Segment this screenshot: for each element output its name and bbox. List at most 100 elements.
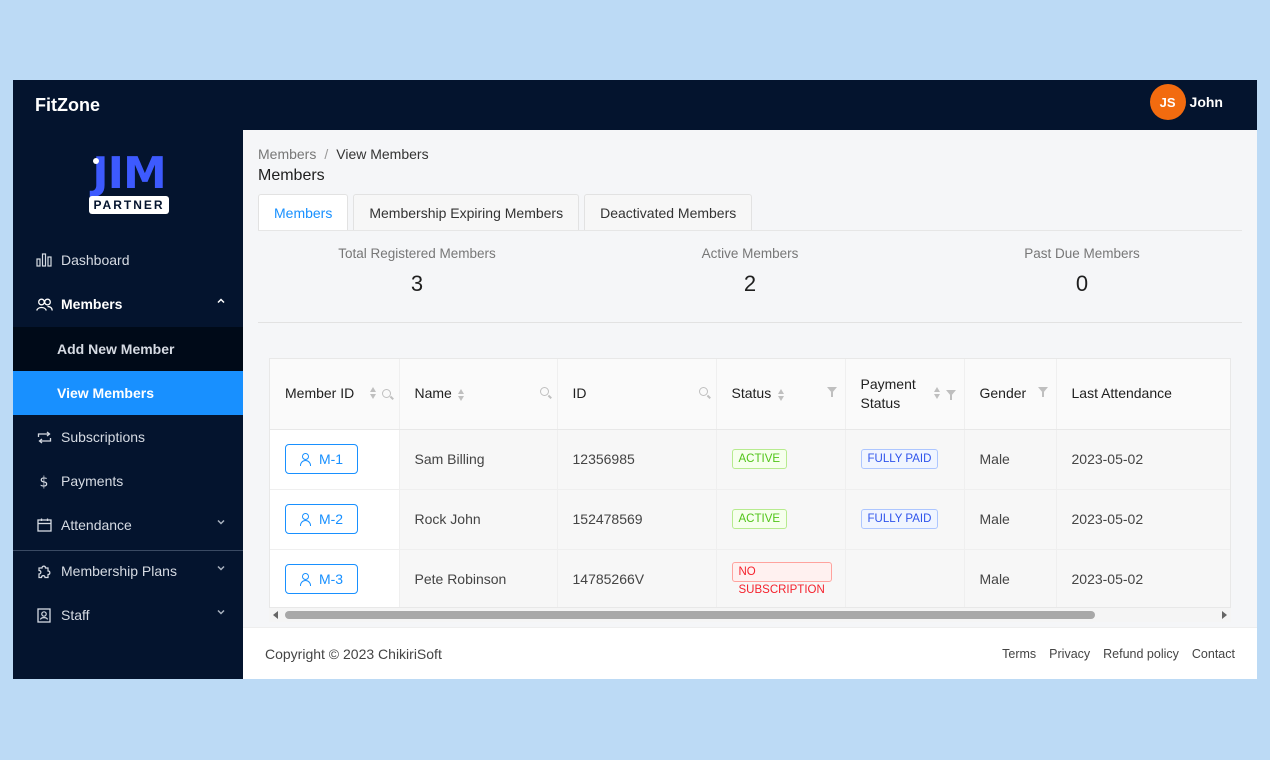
stat-label: Past Due Members [1024, 246, 1140, 261]
horizontal-scrollbar[interactable] [269, 608, 1231, 622]
svg-text:$: $ [40, 474, 49, 489]
stat-active: Active Members 2 [590, 246, 910, 297]
filter-icon[interactable] [945, 390, 956, 400]
search-icon[interactable] [698, 387, 708, 396]
search-icon[interactable] [381, 388, 391, 398]
main-content: Members / View Members Members Members Mem… [243, 130, 1257, 627]
cell-status: NO SUBSCRIPTION [716, 549, 846, 607]
logo[interactable]: JIM PARTNER [87, 148, 171, 214]
cell-last-attendance: 2023-05-02 [1056, 549, 1230, 607]
column-header-label: Name [414, 385, 452, 402]
tab-deactivated[interactable]: Deactivated Members [584, 194, 753, 231]
column-header-member-id[interactable]: Member ID [270, 359, 400, 430]
chevron-up-icon [215, 296, 227, 308]
cell-payment-status: FULLY PAID [845, 489, 965, 550]
user-icon [299, 573, 311, 586]
user-icon [299, 453, 311, 466]
sidebar-item-payments[interactable]: $ Payments [13, 459, 243, 503]
status-badge: ACTIVE [731, 449, 788, 469]
sidebar-item-staff[interactable]: Staff [13, 593, 243, 637]
cell-gender: Male [964, 429, 1057, 490]
scrollbar-thumb[interactable] [285, 611, 1095, 619]
sidebar-item-label: Members [61, 296, 123, 312]
table-row: M-2 Rock John 152478569 ACTIVE FULLY PAI… [270, 489, 1230, 550]
member-id-label: M-1 [318, 451, 344, 467]
stat-value: 3 [410, 271, 424, 296]
stats-divider [258, 322, 1242, 323]
cell-gender: Male [964, 549, 1057, 607]
filter-icon[interactable] [826, 387, 837, 397]
footer-links: Terms Privacy Refund policy Contact [989, 647, 1235, 661]
footer-link-contact[interactable]: Contact [1191, 647, 1235, 661]
sidebar-item-label: Membership Plans [61, 563, 177, 579]
chevron-down-icon [215, 517, 227, 529]
column-header-label: Status [731, 385, 772, 402]
sidebar-item-add-new-member[interactable]: Add New Member [13, 327, 243, 371]
payment-badge: FULLY PAID [860, 449, 939, 469]
tab-divider [258, 230, 1242, 231]
cell-member-id: M-1 [270, 429, 400, 490]
sidebar-item-members[interactable]: Members [13, 282, 243, 326]
search-icon[interactable] [539, 387, 549, 396]
sort-icon[interactable] [777, 389, 784, 401]
user-menu[interactable]: JS John [1149, 84, 1223, 120]
sort-icon[interactable] [933, 387, 940, 399]
cell-name: Rock John [399, 489, 558, 550]
sidebar-item-label: Add New Member [57, 341, 175, 357]
copyright-text: Copyright © 2023 ChikiriSoft [265, 646, 442, 662]
logo-main-text: JIM [92, 148, 167, 199]
column-header-label: ID [572, 385, 587, 402]
cell-id: 152478569 [557, 489, 717, 550]
table-row: M-3 Pete Robinson 14785266V NO SUBSCRIPT… [270, 549, 1230, 607]
column-header-last-attendance[interactable]: Last Attendance [1056, 359, 1230, 430]
brand-name[interactable]: FitZone [35, 95, 100, 115]
sidebar-item-subscriptions[interactable]: Subscriptions [13, 415, 243, 459]
status-badge: NO SUBSCRIPTION [731, 562, 832, 596]
id-card-icon [35, 607, 53, 623]
footer-link-refund-policy[interactable]: Refund policy [1103, 647, 1179, 661]
breadcrumb-current: View Members [336, 146, 429, 162]
avatar[interactable]: JS [1149, 84, 1186, 120]
member-id-button[interactable]: M-1 [285, 444, 358, 474]
sidebar-item-dashboard[interactable]: Dashboard [13, 238, 243, 282]
sidebar-item-membership-plans[interactable]: Membership Plans [13, 549, 243, 593]
user-name[interactable]: John [1189, 94, 1223, 110]
cell-payment-status: FULLY PAID [845, 429, 965, 490]
breadcrumb: Members / View Members [258, 146, 429, 162]
sort-icon[interactable] [369, 387, 376, 399]
sort-icon[interactable] [457, 389, 464, 401]
footer-link-privacy[interactable]: Privacy [1049, 647, 1091, 661]
column-header-status[interactable]: Status [716, 359, 846, 430]
member-id-button[interactable]: M-3 [285, 564, 358, 594]
tab-membership-expiring[interactable]: Membership Expiring Members [353, 194, 580, 231]
breadcrumb-parent[interactable]: Members [258, 146, 317, 162]
scroll-left-icon[interactable] [273, 611, 278, 619]
bar-chart-icon [35, 253, 53, 267]
scroll-right-icon[interactable] [1222, 611, 1227, 619]
sidebar: JIM PARTNER Dashboard Members Add New Me… [13, 130, 243, 679]
cell-id: 12356985 [557, 429, 717, 490]
footer-link-terms[interactable]: Terms [1002, 647, 1037, 661]
tab-bar: Members Membership Expiring Members Deac… [258, 194, 757, 231]
column-header-label: Gender [979, 385, 1027, 402]
cell-last-attendance: 2023-05-02 [1056, 489, 1230, 550]
logo-dot [93, 158, 99, 164]
cell-status: ACTIVE [716, 489, 846, 550]
sidebar-item-attendance[interactable]: Attendance [13, 503, 243, 547]
member-id-button[interactable]: M-2 [285, 504, 358, 534]
user-icon [299, 513, 311, 526]
filter-icon[interactable] [1037, 387, 1048, 397]
status-badge: ACTIVE [731, 509, 788, 529]
logo-sub-text: PARTNER [89, 196, 169, 214]
repeat-icon [35, 430, 53, 444]
sidebar-item-label: Attendance [61, 517, 132, 533]
column-header-payment-status[interactable]: Payment Status [845, 359, 965, 430]
tab-members[interactable]: Members [258, 194, 349, 231]
column-header-id[interactable]: ID [557, 359, 717, 430]
members-submenu: Add New Member View Members [13, 327, 243, 415]
payment-badge: FULLY PAID [860, 509, 939, 529]
calendar-icon [35, 518, 53, 532]
column-header-name[interactable]: Name [399, 359, 558, 430]
sidebar-item-view-members[interactable]: View Members [13, 371, 243, 415]
column-header-gender[interactable]: Gender [964, 359, 1057, 430]
